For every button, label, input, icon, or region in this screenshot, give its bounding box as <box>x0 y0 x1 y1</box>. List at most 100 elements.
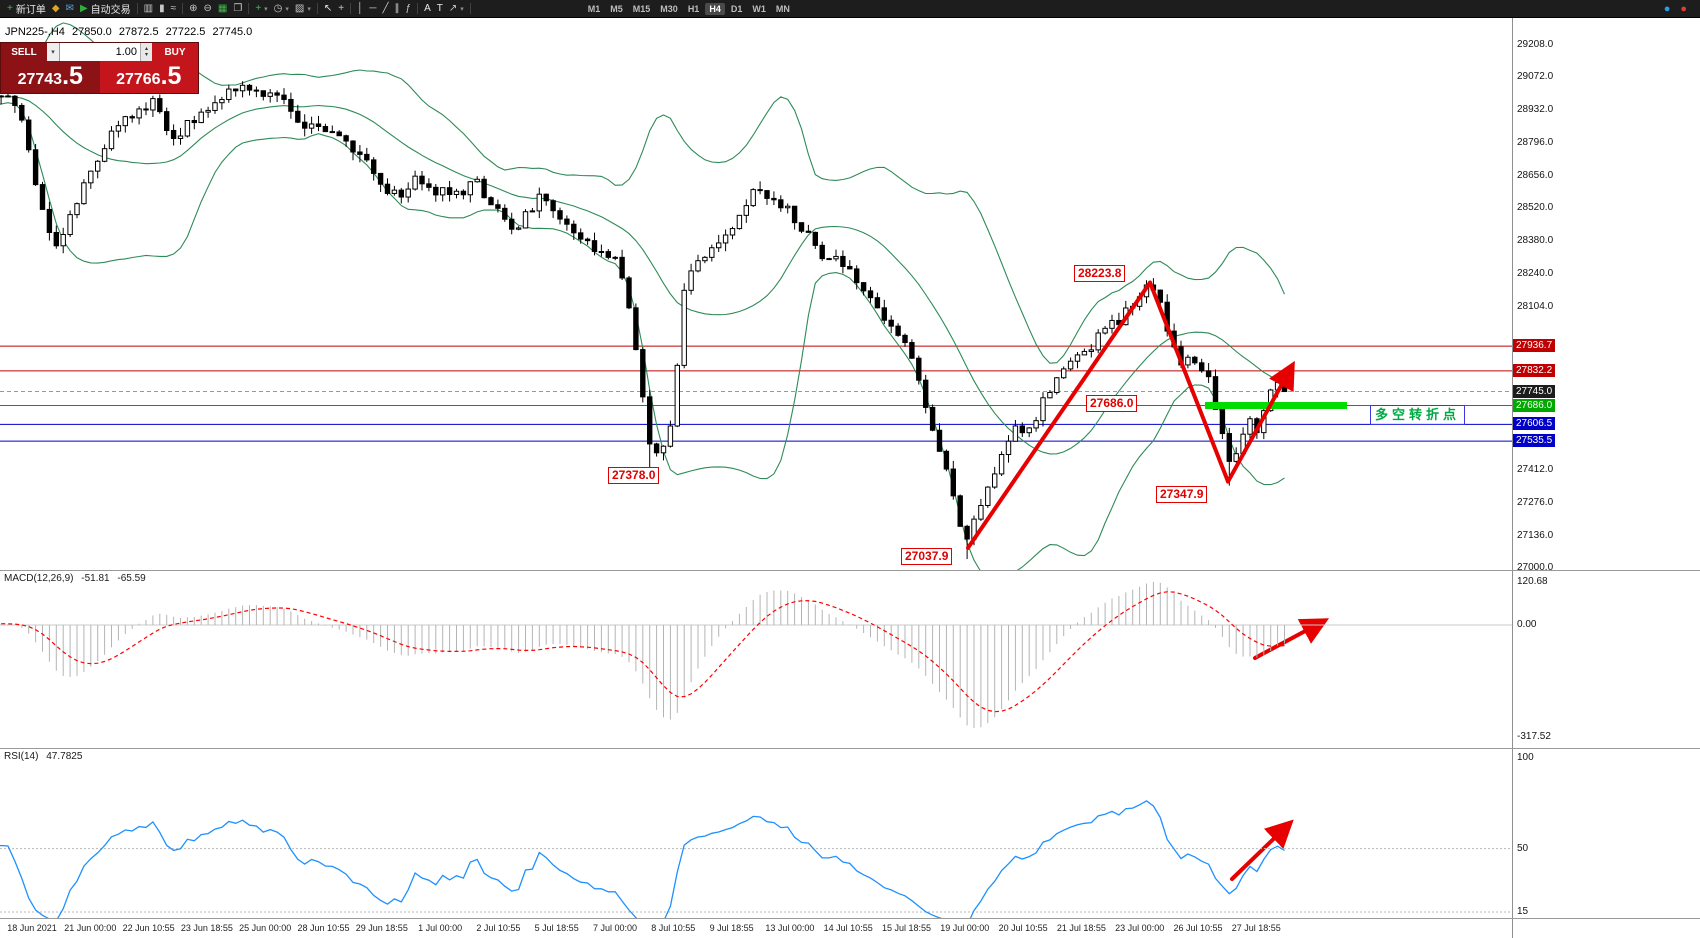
templates-button[interactable]: ▨ ▾ <box>292 1 314 17</box>
chat-icon: ✉ <box>65 2 74 14</box>
buy-button[interactable]: BUY <box>152 43 198 61</box>
lot-size-stepper[interactable]: ▴ ▾ <box>140 43 152 61</box>
play-icon: ▶ <box>79 2 88 14</box>
clock-icon: ◷ <box>273 2 283 14</box>
time-axis-label: 2 Jul 10:55 <box>476 923 521 933</box>
price-axis-label: 29208.0 <box>1517 39 1554 50</box>
timeframe-h4-button[interactable]: H4 <box>705 2 725 15</box>
time-axis-label: 23 Jul 00:00 <box>1115 923 1165 933</box>
arrows-button[interactable]: ↗ ▾ <box>446 1 467 17</box>
timeframe-m5-button[interactable]: M5 <box>610 3 623 14</box>
time-axis-label: 27 Jul 18:55 <box>1231 923 1281 933</box>
buy-price[interactable]: 27766 .5 <box>99 61 198 93</box>
cascade-windows-button[interactable]: ❐ <box>230 1 245 17</box>
price-axis-label: 27000.0 <box>1517 562 1554 570</box>
chevron-down-icon: ▾ <box>264 5 268 13</box>
macd-value-signal: -65.59 <box>117 573 146 584</box>
timeframe-m30-button[interactable]: M30 <box>660 3 678 14</box>
navigator-button[interactable]: ◆ <box>49 1 63 17</box>
rsi-label: RSI(14) <box>4 751 39 762</box>
vertical-line-button[interactable]: │ <box>354 1 366 17</box>
panel-separator[interactable] <box>0 570 1700 571</box>
channel-button[interactable]: ∥ <box>392 1 403 17</box>
text-button[interactable]: A <box>421 1 434 17</box>
timeframe-h1-button[interactable]: H1 <box>687 3 700 14</box>
time-axis-label: 13 Jul 00:00 <box>765 923 815 933</box>
symbol-info: JPN225-,H4 27850.0 27872.5 27722.5 27745… <box>5 26 256 38</box>
macd-label: MACD(12,26,9) <box>4 573 74 584</box>
horizontal-line-button[interactable]: ─ <box>366 1 379 17</box>
price-tag: 27936.7 <box>1513 339 1556 353</box>
one-click-trading-widget: SELL ▾ ▴ ▾ BUY 27743 .5 27766 .5 <box>0 42 199 94</box>
time-axis-label: 25 Jun 00:00 <box>239 923 292 933</box>
volume-control: ▴ ▾ <box>60 43 152 61</box>
price-axis-label: 28932.0 <box>1517 104 1554 116</box>
rsi-line <box>0 800 1285 918</box>
macd-axis-label: 120.68 <box>1517 576 1548 587</box>
ohlc-open: 27850.0 <box>71 26 112 38</box>
rsi-panel[interactable]: RSI(14) 47.7825 100 50 15 <box>0 748 1700 918</box>
tile-windows-button[interactable]: ▦ <box>215 1 230 17</box>
chat-button[interactable]: ✉ <box>63 1 77 17</box>
time-axis-label: 14 Jul 10:55 <box>823 923 873 933</box>
timeframe-m1-button[interactable]: M1 <box>587 3 601 14</box>
panel-separator[interactable] <box>0 748 1700 749</box>
toolbar: + 新订单 ◆ ✉ ▶ 自动交易 ▥ ▮ ≈ ⊕ ⊖ ▦ ❐ + ▾ ◷ ▾ ▨ ▾ ↖ + │ ─ ╱ ∥ ƒ A T ↗ ▾ M1 M5… <box>0 0 1700 18</box>
new-order-icon: + <box>7 2 13 14</box>
rsi-value: 47.7825 <box>46 751 83 762</box>
macd-axis-label: 0.00 <box>1517 619 1537 630</box>
swing-price-label: 27378.0 <box>608 467 660 484</box>
macd-canvas <box>0 582 1512 729</box>
time-axis-label: 22 Jun 10:55 <box>122 923 175 933</box>
timeframe-d1-button[interactable]: D1 <box>730 3 743 14</box>
price-chart-panel[interactable]: JPN225-,H4 27850.0 27872.5 27722.5 27745… <box>0 18 1700 570</box>
timeframe-mn-button[interactable]: MN <box>775 3 790 14</box>
time-axis-label: 20 Jul 10:55 <box>998 923 1048 933</box>
zoom-out-button[interactable]: ⊖ <box>201 1 215 17</box>
price-tag: 27745.0 <box>1513 384 1556 398</box>
autotrading-button-label: 自动交易 <box>90 5 131 16</box>
ohlc-high: 27872.5 <box>118 26 159 38</box>
community-icon-button[interactable]: ● <box>1661 1 1674 17</box>
cursor-icon: ↖ <box>323 2 333 14</box>
symbol-name: JPN225-,H4 <box>5 26 65 38</box>
swing-price-label: 27686.0 <box>1086 395 1138 412</box>
autotrading-button[interactable]: ▶ 自动交易 <box>77 1 134 17</box>
zoom-in-icon: ⊕ <box>189 2 198 14</box>
lot-size-input[interactable] <box>60 43 140 61</box>
bar-chart-button[interactable]: ▥ <box>141 1 156 17</box>
line-chart-button[interactable]: ≈ <box>168 1 180 17</box>
rsi-label-row: RSI(14) 47.7825 <box>4 751 87 762</box>
crosshair-icon: + <box>338 2 345 14</box>
alert-icon-button[interactable]: ● <box>1677 1 1690 17</box>
candlestick-chart-button[interactable]: ▮ <box>156 1 168 17</box>
community-icon: ● <box>1663 2 1671 15</box>
label-button[interactable]: T <box>434 1 446 17</box>
swing-price-label: 27037.9 <box>901 548 953 565</box>
new-order-button[interactable]: + 新订单 <box>4 1 49 17</box>
timeframe-w1-button[interactable]: W1 <box>752 3 766 14</box>
sell-button[interactable]: SELL <box>1 43 47 61</box>
fibonacci-button[interactable]: ƒ <box>403 1 415 17</box>
panel-separator <box>0 918 1700 919</box>
time-axis[interactable]: 18 Jun 2021 21 Jun 00:00 22 Jun 10:55 23 Ju… <box>0 918 1700 938</box>
indicators-button[interactable]: + ▾ <box>252 1 270 17</box>
stepper-down-icon[interactable]: ▾ <box>144 52 148 58</box>
price-chart-canvas <box>0 22 1512 570</box>
crosshair-button[interactable]: + <box>335 1 347 17</box>
periods-button[interactable]: ◷ ▾ <box>271 1 292 17</box>
macd-panel[interactable]: MACD(12,26,9) -51.81 -65.59 120.68 0.00 -3… <box>0 570 1700 748</box>
trendline-button[interactable]: ╱ <box>379 1 391 17</box>
sell-price[interactable]: 27743 .5 <box>1 61 100 93</box>
time-axis-label: 23 Jun 18:55 <box>180 923 233 933</box>
stepper-up-icon[interactable]: ▴ <box>144 46 148 52</box>
price-axis-label: 27136.0 <box>1517 529 1554 541</box>
price-axis-label: 28796.0 <box>1517 136 1554 148</box>
zoom-in-button[interactable]: ⊕ <box>186 1 200 17</box>
trend-arrows <box>966 280 1295 550</box>
volume-dropdown[interactable]: ▾ <box>47 43 60 61</box>
timeframe-m15-button[interactable]: M15 <box>632 3 651 14</box>
time-axis-label: 1 Jul 00:00 <box>418 923 463 933</box>
bar-chart-icon: ▥ <box>143 2 154 14</box>
cursor-button[interactable]: ↖ <box>321 1 335 17</box>
